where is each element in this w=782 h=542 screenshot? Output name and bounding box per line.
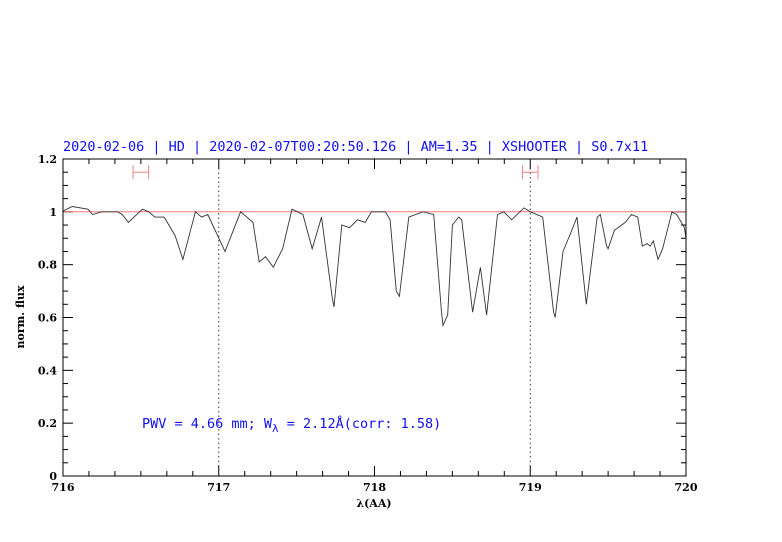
- chart-title: 2020-02-06 | HD | 2020-02-07T00:20:50.12…: [63, 139, 648, 155]
- y-tick-label: 0: [49, 470, 57, 483]
- y-tick-label: 1: [49, 206, 57, 219]
- x-tick-labels: 716 717 718 719 720: [52, 481, 698, 494]
- plot-frame: [62, 158, 687, 477]
- x-tick-label: 717: [207, 481, 230, 494]
- interval-marker: [132, 165, 150, 180]
- interval-markers: [132, 165, 539, 180]
- pwv-rest: = 2.12Å(corr: 1.58): [279, 415, 442, 432]
- x-tick-label: 720: [675, 481, 698, 494]
- x-tick-label: 719: [519, 481, 542, 494]
- pwv-text: PWV = 4.66 mm; W: [142, 416, 273, 432]
- x-tick-label: 718: [363, 481, 386, 494]
- pwv-annotation: PWV = 4.66 mm; Wλ = 2.12Å(corr: 1.58): [142, 415, 441, 435]
- y-tick-label: 0.6: [38, 312, 57, 325]
- x-axis-label: λ(AA): [356, 497, 391, 510]
- x-tick-label: 716: [52, 481, 75, 494]
- y-tick-labels: 0 0.2 0.4 0.6 0.8 1 1.2: [38, 153, 57, 483]
- y-tick-label: 0.8: [38, 259, 57, 272]
- vertical-markers: [218, 159, 531, 476]
- y-tick-label: 0.4: [38, 364, 57, 377]
- spectrum-line: [62, 206, 687, 328]
- interval-marker: [521, 165, 539, 180]
- y-tick-label: 0.2: [38, 417, 57, 430]
- y-axis-label: norm. flux: [14, 285, 27, 348]
- pwv-subscript: λ: [272, 422, 279, 435]
- y-tick-label: 1.2: [38, 153, 57, 166]
